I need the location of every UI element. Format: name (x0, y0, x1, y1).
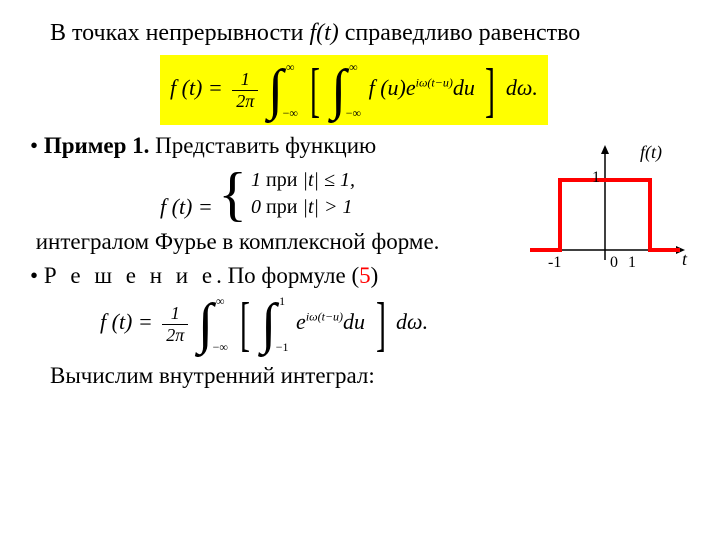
formula1-frac: 1 2π (232, 69, 258, 112)
diagram-x-label: t (682, 249, 688, 269)
formula1-bracket-open: [ (310, 66, 320, 114)
formula2-frac-num: 1 (162, 303, 188, 325)
formula1-frac-num: 1 (232, 69, 258, 91)
bullet1-rest: Представить функцию (149, 133, 376, 158)
formula1-exponent: iω(t−u) (416, 76, 453, 90)
diagram-svg: f(t) t 1 -1 0 1 (520, 140, 690, 290)
formula1-du: du (453, 75, 475, 100)
piecewise-row1-val: 1 (251, 169, 261, 191)
formula1-inner-lim-bot: −∞ (346, 107, 361, 119)
diagram-tick-x0: 0 (610, 254, 618, 271)
bullet2-five: 5 (359, 263, 371, 288)
diagram-tick-x1: 1 (628, 254, 636, 271)
integral-complex-text: интегралом Фурье в комплексной форме. (36, 229, 440, 254)
piecewise-row2-word: при (261, 196, 302, 218)
formula2-inner-lim-top: 1 (276, 295, 289, 307)
piecewise-row1-word: при (261, 169, 302, 191)
diagram-tick-y1: 1 (592, 169, 600, 186)
formula2-exp-base: e (296, 309, 306, 334)
formula2-exponent: iω(t−u) (306, 310, 343, 324)
title-text: В точках непрерывности f(t) справедливо … (50, 20, 690, 47)
piecewise-row1-cond: |t| ≤ 1, (302, 169, 355, 191)
formula2-inner-limits: 1 −1 (276, 295, 289, 353)
bullet2-spaced: Р е ш е н и е (44, 263, 216, 288)
formula1-outer-lim-top: ∞ (283, 61, 298, 73)
formula2-inner-lim-bot: −1 (276, 341, 289, 353)
piecewise-brace: { (218, 173, 247, 215)
formula2-block: f (t) = 1 2π ∫ ∞ −∞ [ ∫ 1 −1 eiω(t−u)du … (100, 295, 690, 353)
formula1-lhs: f (t) = (170, 75, 223, 100)
rect-function-diagram: f(t) t 1 -1 0 1 (520, 140, 690, 290)
formula1-integrand: f (u)e (369, 75, 416, 100)
formula2-dw: dω. (396, 309, 428, 334)
title-suffix: справедливо равенство (339, 20, 581, 46)
formula1-inner-lim-top: ∞ (346, 61, 361, 73)
formula2-bracket-close: ] (376, 300, 386, 348)
formula1-box: f (t) = 1 2π ∫ ∞ −∞ [ ∫ ∞ −∞ f (u)eiω(t−… (160, 55, 548, 125)
formula2-du: du (343, 309, 365, 334)
formula1-outer-limits: ∞ −∞ (283, 61, 298, 119)
formula2-inner-integral: ∫ (261, 302, 276, 347)
bullet2-rest: . По формуле ( (216, 263, 359, 288)
formula2-frac-den: 2π (162, 325, 188, 346)
diagram-y-label: f(t) (640, 142, 662, 163)
piecewise-row2-cond: |t| > 1 (302, 196, 352, 218)
formula2-outer-lim-top: ∞ (213, 295, 228, 307)
formula2-frac: 1 2π (162, 303, 188, 346)
piecewise-row2-val: 0 (251, 196, 261, 218)
formula2-bracket-open: [ (240, 300, 250, 348)
formula1-frac-den: 2π (232, 91, 258, 112)
formula1-dw: dω. (506, 75, 538, 100)
title-prefix: В точках непрерывности (50, 20, 309, 46)
piecewise-cases: 1 при |t| ≤ 1, 0 при |t| > 1 (251, 165, 355, 223)
formula1-outer-lim-bot: −∞ (283, 107, 298, 119)
compute-inner-line: Вычислим внутренний интеграл: (50, 363, 690, 389)
formula2-lhs: f (t) = (100, 309, 153, 334)
formula1-inner-integral: ∫ (331, 68, 346, 113)
formula1-bracket-close: ] (485, 66, 495, 114)
piecewise-lhs: f (t) = (160, 194, 213, 219)
formula1-inner-limits: ∞ −∞ (346, 61, 361, 119)
formula2-outer-limits: ∞ −∞ (213, 295, 228, 353)
diagram-tick-xm1: -1 (548, 254, 561, 271)
formula2-outer-integral: ∫ (198, 302, 213, 347)
formula1-outer-integral: ∫ (268, 68, 283, 113)
bullet2-close: ) (371, 263, 379, 288)
title-fn: f(t) (309, 20, 338, 46)
bullet1-bold: Пример 1. (44, 133, 150, 158)
y-axis-arrow (601, 145, 609, 154)
formula2-outer-lim-bot: −∞ (213, 341, 228, 353)
